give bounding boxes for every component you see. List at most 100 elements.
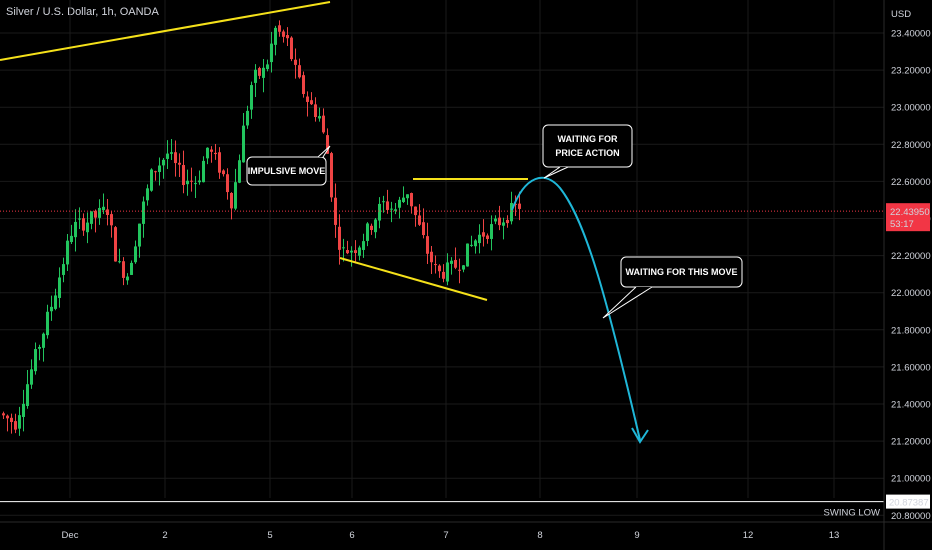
price-action-callout-text: WAITING FOR — [558, 134, 618, 144]
candle-body — [294, 59, 297, 65]
swing-low-price: 20.87387 — [889, 498, 929, 509]
grid-lines — [0, 0, 884, 516]
candle-body — [490, 224, 493, 239]
candle-body — [30, 369, 33, 385]
candle-body — [290, 37, 293, 60]
candle-body — [342, 247, 345, 249]
candle-body — [138, 223, 141, 247]
candle-body — [330, 153, 333, 198]
candle-body — [2, 413, 5, 416]
candle-body — [258, 68, 261, 76]
candle-body — [482, 232, 485, 237]
candle-body — [306, 96, 309, 102]
candle-body — [202, 160, 205, 183]
candle-body — [438, 265, 441, 272]
candle-body — [410, 193, 413, 207]
y-tick-label: 22.00000 — [891, 288, 931, 299]
candle-body — [190, 180, 193, 182]
candle-body — [398, 199, 401, 208]
x-tick-label: 12 — [743, 530, 754, 541]
y-tick-label: 21.60000 — [891, 362, 931, 373]
candle-body — [122, 261, 125, 278]
candle-body — [170, 152, 173, 154]
candle-body — [354, 250, 357, 254]
y-tick-label: 21.80000 — [891, 325, 931, 336]
candle-body — [94, 210, 97, 218]
price-action-callout: WAITING FOR PRICE ACTION — [542, 124, 633, 179]
impulsive-callout-box — [246, 156, 327, 186]
x-tick-label: 5 — [267, 530, 272, 541]
candle-body — [130, 262, 133, 275]
current-price-label: 22.43950 — [890, 207, 930, 218]
candle-body — [474, 240, 477, 247]
candle-body — [126, 276, 129, 281]
candle-body — [142, 201, 145, 224]
candle-body — [422, 222, 425, 236]
candle-body — [194, 183, 197, 185]
candle-body — [322, 115, 325, 133]
candle-body — [66, 240, 69, 265]
candle-body — [346, 250, 349, 254]
candle-body — [462, 265, 465, 270]
x-tick-label: 13 — [829, 530, 840, 541]
candle-body — [486, 235, 489, 239]
candle-body — [186, 180, 189, 185]
y-tick-label: 21.20000 — [891, 437, 931, 448]
candle-body — [278, 25, 281, 32]
candle-body — [350, 250, 353, 253]
candle-body — [514, 203, 517, 205]
candle-body — [102, 206, 105, 211]
x-tick-label: 8 — [537, 530, 542, 541]
overlays: SWING LOW IMPULSIVE MOVE WAITING FOR PRICE … — [0, 1, 884, 519]
candle-body — [338, 226, 341, 250]
y-tick-label: 21.00000 — [891, 474, 931, 485]
candle-body — [174, 152, 177, 164]
candle-body — [414, 206, 417, 216]
y-tick-label: 22.80000 — [891, 140, 931, 151]
upper-trendline — [0, 1, 331, 61]
candle-body — [454, 259, 457, 268]
candle-body — [370, 225, 373, 231]
x-tick-label: 9 — [634, 530, 639, 541]
candle-body — [218, 152, 221, 173]
candle-body — [230, 192, 233, 209]
candle-body — [38, 347, 41, 349]
candle-body — [274, 27, 277, 45]
candle-body — [6, 415, 9, 419]
candle-body — [502, 222, 505, 226]
candle-body — [58, 277, 61, 298]
current-price-tag — [886, 203, 930, 232]
impulsive-callout-text: IMPULSIVE MOVE — [248, 166, 326, 176]
x-tick-label: 6 — [349, 530, 354, 541]
candle-body — [62, 264, 65, 275]
swing-low-tag — [886, 494, 930, 509]
x-tick-label: Dec — [62, 530, 79, 541]
candle-body — [42, 333, 45, 348]
candle-body — [254, 69, 257, 83]
candle-body — [362, 241, 365, 250]
candle-body — [442, 271, 445, 279]
candle-body — [214, 152, 217, 155]
candle-body — [234, 182, 237, 209]
candle-body — [182, 165, 185, 186]
chart-title: Silver / U.S. Dollar, 1h, OANDA — [6, 6, 159, 18]
candle-body — [86, 222, 89, 233]
candle-body — [82, 218, 85, 231]
candle-body — [494, 218, 497, 222]
candle-body — [450, 260, 453, 264]
candle-body — [286, 35, 289, 39]
x-tick-label: 7 — [443, 530, 448, 541]
candle-body — [366, 223, 369, 241]
candle-body — [114, 227, 117, 262]
y-tick-label: 22.20000 — [891, 251, 931, 262]
candle-body — [390, 208, 393, 210]
candle-body — [310, 100, 313, 105]
candle-body — [446, 262, 449, 282]
candle-body — [110, 214, 113, 226]
candle-body — [238, 160, 241, 183]
candle-body — [198, 180, 201, 183]
candle-body — [266, 64, 269, 70]
candle-body — [222, 170, 225, 175]
candle-body — [134, 246, 137, 263]
